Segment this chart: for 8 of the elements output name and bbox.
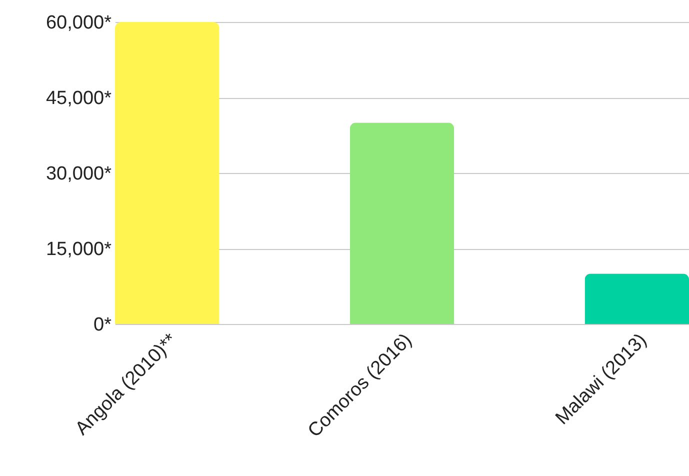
bar	[115, 22, 220, 324]
bar	[350, 122, 454, 324]
bar	[584, 274, 689, 324]
y-tick-label: 45,000*	[46, 88, 112, 109]
y-tick-label: 60,000*	[46, 12, 112, 34]
y-tick-label: 0*	[94, 314, 112, 336]
y-tick-label: 30,000*	[46, 164, 112, 184]
y-tick-label: 15,000*	[46, 239, 112, 260]
